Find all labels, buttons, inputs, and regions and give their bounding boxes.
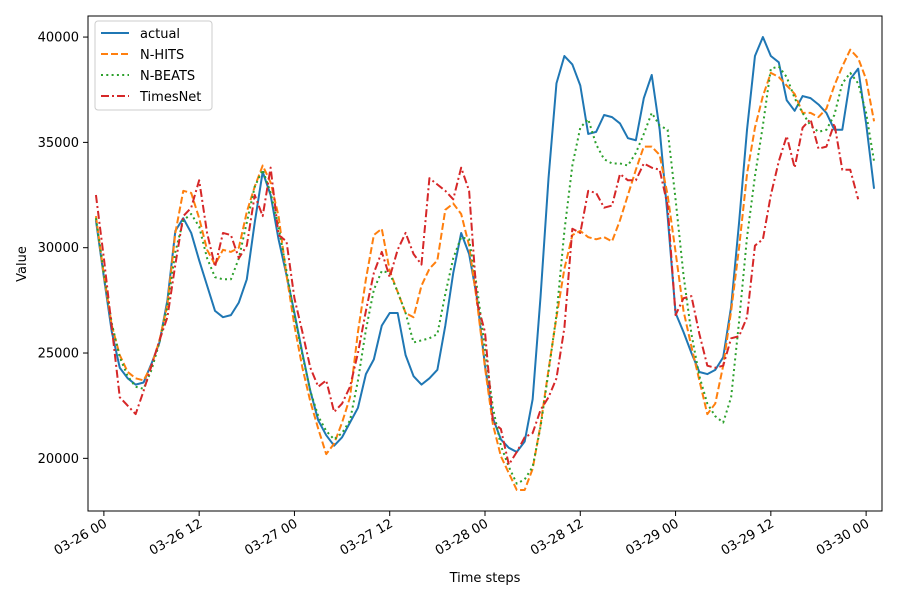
y-tick-label: 40000 [38, 31, 79, 46]
y-tick-label: 30000 [38, 241, 79, 256]
legend-label-actual: actual [140, 27, 180, 42]
legend-label-n-hits: N-HITS [140, 48, 184, 63]
series-line-n-hits [94, 48, 876, 491]
y-tick-label: 20000 [38, 452, 79, 467]
legend: actual N-HITS N-BEATS TimesNet [94, 20, 213, 111]
y-tick-label: 25000 [38, 347, 79, 362]
x-axis-title: Time steps [449, 571, 521, 586]
plot-area [94, 36, 876, 491]
legend-label-n-beats: N-BEATS [140, 69, 195, 84]
legend-box [94, 20, 213, 111]
legend-label-timesnet: TimesNet [139, 90, 201, 105]
series-line-timesnet [94, 118, 860, 466]
series-line-actual [94, 36, 876, 454]
series-line-n-beats [94, 65, 876, 485]
y-tick-label: 35000 [38, 136, 79, 151]
y-axis-title: Value [15, 246, 30, 282]
y-axis: 20000 25000 30000 35000 40000 [38, 31, 88, 467]
